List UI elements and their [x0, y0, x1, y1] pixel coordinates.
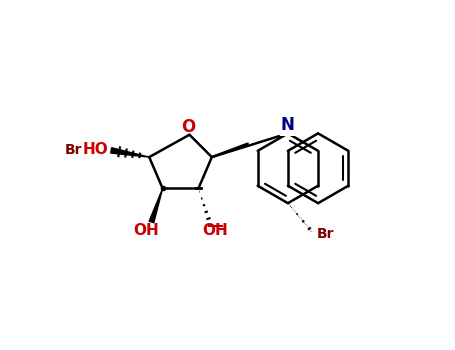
Polygon shape	[111, 148, 149, 157]
Text: OH: OH	[133, 223, 159, 238]
Text: N: N	[281, 116, 295, 134]
Text: OH: OH	[202, 223, 228, 238]
Text: Br: Br	[65, 142, 82, 156]
Text: Br: Br	[316, 228, 334, 241]
Text: HO: HO	[83, 142, 108, 157]
Polygon shape	[149, 188, 162, 223]
Text: O: O	[182, 118, 196, 136]
